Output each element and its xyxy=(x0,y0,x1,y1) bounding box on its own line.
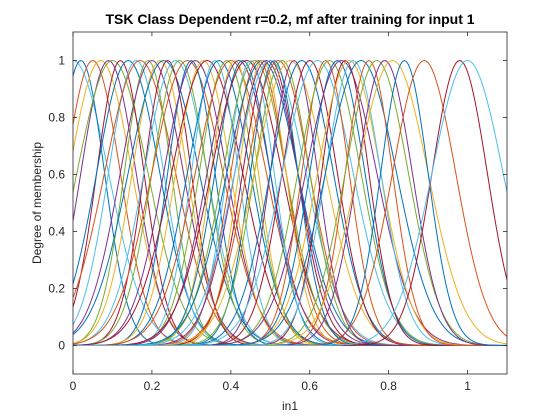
x-tick-label: 0.6 xyxy=(301,379,318,393)
x-axis-label: in1 xyxy=(282,399,298,413)
y-tick-label: 0.4 xyxy=(48,225,65,239)
x-tick-label: 0.8 xyxy=(380,379,397,393)
curves-group xyxy=(73,59,507,346)
x-tick-label: 0 xyxy=(70,379,77,393)
axes-box xyxy=(72,31,508,375)
x-tick-label: 0.4 xyxy=(222,379,239,393)
y-tick-label: 0 xyxy=(58,339,65,353)
y-tick-label: 0.2 xyxy=(48,282,65,296)
y-axis-ticks: 0 0.2 0.4 0.6 0.8 1 xyxy=(48,54,507,353)
y-tick-label: 0.6 xyxy=(48,168,65,182)
y-tick-label: 1 xyxy=(58,54,65,68)
y-tick-label: 0.8 xyxy=(48,111,65,125)
x-tick-label: 0.2 xyxy=(144,379,161,393)
membership-curve-62 xyxy=(73,59,507,346)
chart-title: TSK Class Dependent r=0.2, mf after trai… xyxy=(105,11,474,27)
y-axis-label: Degree of membership xyxy=(30,142,44,264)
x-tick-label: 1 xyxy=(464,379,471,393)
x-axis-ticks: 0 0.2 0.4 0.6 0.8 1 xyxy=(70,32,471,393)
